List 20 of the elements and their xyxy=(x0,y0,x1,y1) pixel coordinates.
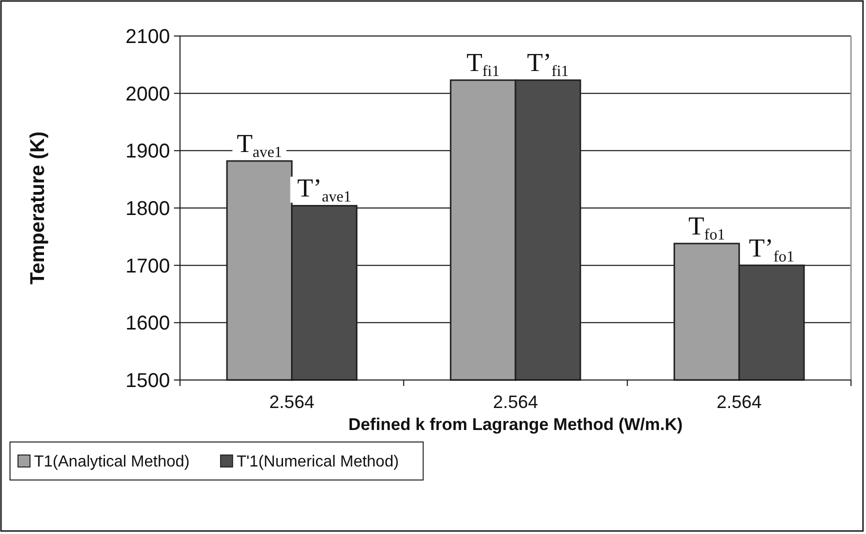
annotation: T’$_{fo1}$ xyxy=(748,233,794,266)
y-tick-label: 1900 xyxy=(126,140,170,163)
y-tick-label: 1600 xyxy=(126,312,170,335)
y-tick-label: 1800 xyxy=(126,198,170,220)
x-tick-label: 2.564 xyxy=(492,392,538,412)
y-tick-label: 2100 xyxy=(126,26,170,48)
x-tick-label: 2.564 xyxy=(269,392,314,412)
annotation: T$_{fo1}$ xyxy=(688,212,726,244)
annotation: T$_{ave1}$ xyxy=(236,128,282,161)
annotation: T’$_{ave1}$ xyxy=(297,174,352,206)
legend-label: T'1(Numerical Method) xyxy=(236,454,399,471)
y-tick-label: 1500 xyxy=(126,370,170,392)
x-tick-label: 2.564 xyxy=(716,392,762,412)
y-tick-label: 1700 xyxy=(126,255,170,278)
annotation: T$_{fi1}$ xyxy=(466,48,500,80)
x-axis-title: Defined k from Lagrange Method (W/m.K) xyxy=(348,415,683,434)
y-tick-label: 2000 xyxy=(126,83,170,106)
annotation: T’$_{fi1}$ xyxy=(526,48,569,80)
legend-label: T1(Analytical Method) xyxy=(34,454,190,471)
y-axis-title: Temperature (K) xyxy=(27,132,49,284)
